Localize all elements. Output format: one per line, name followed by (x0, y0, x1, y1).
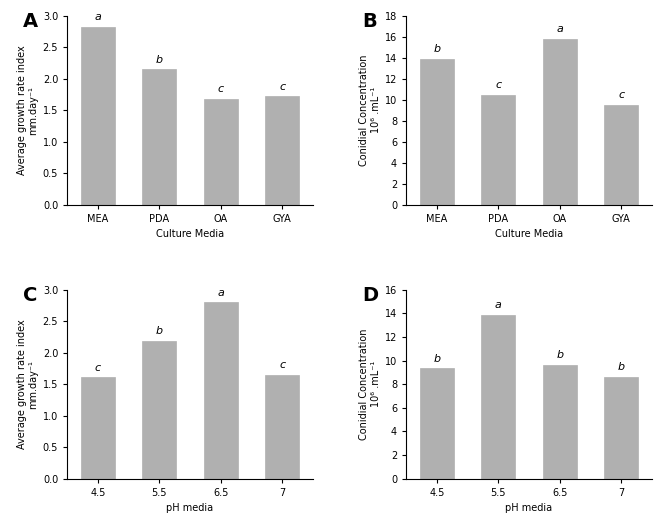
Bar (142, 69, 176, 205)
Text: c: c (279, 360, 285, 370)
Text: A: A (23, 12, 38, 31)
Text: b: b (433, 353, 440, 363)
Bar (604, 105, 638, 205)
Text: c: c (618, 90, 624, 100)
Text: a: a (217, 288, 224, 298)
Bar (81, 27, 115, 205)
Bar (265, 96, 299, 205)
Text: C: C (23, 286, 38, 305)
Text: c: c (95, 362, 101, 372)
Bar (604, 377, 638, 479)
Bar (204, 302, 238, 479)
X-axis label: pH media: pH media (167, 503, 214, 513)
X-axis label: pH media: pH media (505, 503, 552, 513)
Y-axis label: Average growth rate index
mm.day⁻¹: Average growth rate index mm.day⁻¹ (17, 45, 38, 175)
Text: b: b (156, 55, 163, 65)
Text: a: a (95, 13, 101, 23)
Bar (420, 368, 454, 479)
Bar (81, 377, 115, 479)
Y-axis label: Conidial Concentration
10⁶ .mL⁻¹: Conidial Concentration 10⁶ .mL⁻¹ (359, 328, 380, 440)
Text: a: a (495, 300, 502, 310)
Bar (481, 95, 515, 205)
Bar (543, 39, 577, 205)
Bar (543, 365, 577, 479)
Text: b: b (433, 44, 440, 54)
Text: c: c (218, 84, 224, 94)
Text: a: a (556, 24, 563, 34)
Bar (420, 59, 454, 205)
Y-axis label: Average growth rate index
mm.day⁻¹: Average growth rate index mm.day⁻¹ (17, 319, 38, 449)
Text: c: c (279, 82, 285, 92)
Bar (142, 341, 176, 479)
Bar (481, 315, 515, 479)
X-axis label: Culture Media: Culture Media (495, 229, 563, 239)
Bar (204, 99, 238, 205)
Text: b: b (618, 362, 625, 372)
Y-axis label: Conidial Concentration
10⁶ .mL⁻¹: Conidial Concentration 10⁶ .mL⁻¹ (359, 55, 380, 166)
Text: c: c (495, 80, 501, 90)
Bar (265, 375, 299, 479)
Text: b: b (556, 350, 563, 360)
Text: D: D (362, 286, 378, 305)
X-axis label: Culture Media: Culture Media (156, 229, 224, 239)
Text: B: B (362, 12, 377, 31)
Text: b: b (156, 326, 163, 336)
